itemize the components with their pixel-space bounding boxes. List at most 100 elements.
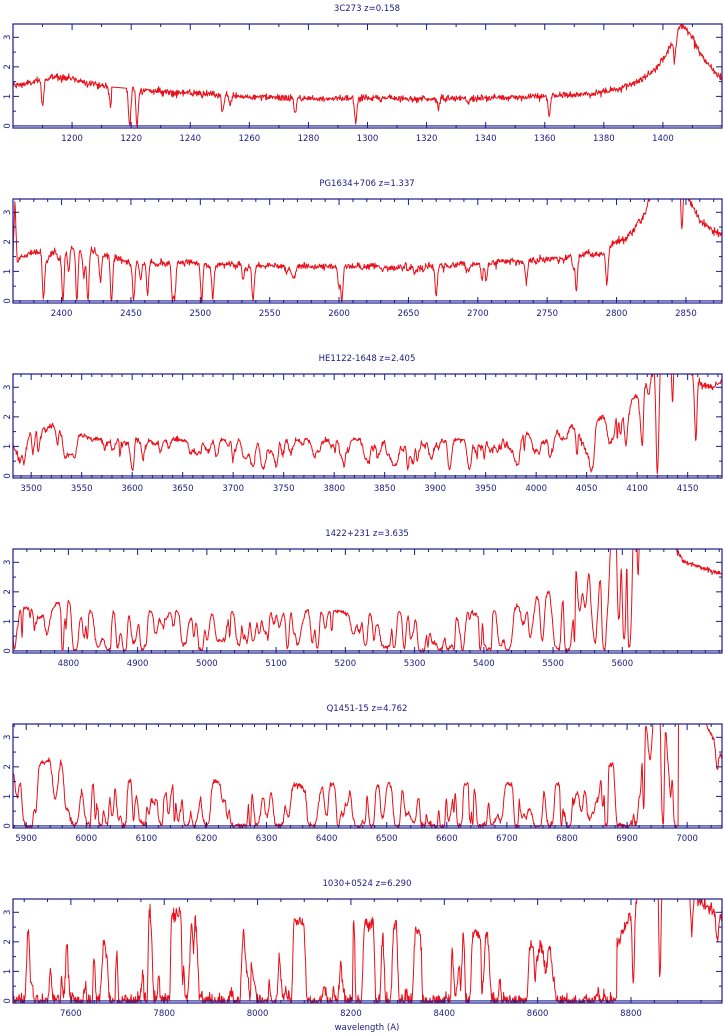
x-tick-label: 5500 [542, 659, 564, 669]
x-tick-label: 3500 [20, 484, 42, 494]
y-tick-label: 1 [3, 969, 13, 974]
x-tick-label: 1380 [593, 134, 615, 144]
x-tick-label: 2650 [398, 309, 420, 319]
x-tick-label: 6100 [136, 834, 158, 844]
spectrum-line [13, 899, 722, 1003]
spectrum-line [13, 724, 722, 828]
x-tick-label: 2600 [328, 309, 350, 319]
x-tick-label: 5100 [265, 659, 287, 669]
x-tick-label: 6900 [616, 834, 638, 844]
x-tick-label: 7800 [153, 1009, 175, 1019]
y-tick-label: 2 [3, 764, 13, 769]
x-tick-label: 1200 [61, 134, 83, 144]
x-tick-label: 6800 [556, 834, 578, 844]
x-tick-label: 1300 [357, 134, 379, 144]
spectrum-line [13, 374, 722, 475]
x-tick-label: 3800 [323, 484, 345, 494]
x-tick-label: 3950 [475, 484, 497, 494]
x-tick-label: 5400 [473, 659, 495, 669]
x-tick-label: 1240 [179, 134, 201, 144]
y-tick-label: 2 [3, 239, 13, 244]
x-tick-label: 8000 [247, 1009, 269, 1019]
x-tick-label: 3600 [121, 484, 143, 494]
y-tick-label: 2 [3, 939, 13, 944]
x-tick-label: 2850 [675, 309, 697, 319]
x-tick-label: 1400 [652, 134, 674, 144]
x-tick-label: 5600 [611, 659, 633, 669]
x-tick-label: 4000 [525, 484, 547, 494]
spectrum-panel: 1422+231 z=3.635 4800 4900 5000 5100 5200 5300… [3, 529, 723, 669]
y-tick-label: 3 [3, 560, 13, 565]
spectrum-panel: 1030+0524 z=6.290 7600 7800 8000 8200 8400 860… [3, 879, 723, 1033]
x-tick-label: 3550 [71, 484, 93, 494]
x-tick-label: 4100 [626, 484, 648, 494]
spectrum-panel: HE1122-1648 z=2.405 3500 3550 3600 3650 3700 3… [3, 354, 723, 494]
x-tick-label: 2500 [189, 309, 211, 319]
x-tick-label: 4050 [576, 484, 598, 494]
x-tick-label: 1320 [416, 134, 438, 144]
panel-title: PG1634+706 z=1.337 [319, 179, 414, 189]
x-tick-label: 4800 [58, 659, 80, 669]
x-tick-label: 1280 [298, 134, 320, 144]
y-tick-label: 3 [3, 35, 13, 40]
y-tick-label: 2 [3, 414, 13, 419]
x-tick-label: 2400 [51, 309, 73, 319]
x-tick-label: 5000 [196, 659, 218, 669]
x-tick-label: 8400 [433, 1009, 455, 1019]
panel-title: 1422+231 z=3.635 [325, 529, 409, 539]
x-tick-label: 6000 [75, 834, 97, 844]
x-tick-label: 6200 [196, 834, 218, 844]
y-tick-label: 2 [3, 589, 13, 594]
y-tick-label: 0 [3, 998, 13, 1003]
x-tick-label: 1340 [475, 134, 497, 144]
x-tick-label: 6500 [376, 834, 398, 844]
plot-frame [12, 198, 723, 304]
y-tick-label: 1 [3, 94, 13, 99]
x-tick-label: 2750 [536, 309, 558, 319]
x-tick-label: 2450 [120, 309, 142, 319]
x-tick-label: 1220 [120, 134, 142, 144]
x-tick-label: 3900 [424, 484, 446, 494]
x-tick-label: 3650 [172, 484, 194, 494]
y-tick-label: 1 [3, 269, 13, 274]
spectrum-line [13, 549, 722, 653]
x-tick-label: 8600 [527, 1009, 549, 1019]
plot-frame [12, 898, 723, 1004]
plot-frame [12, 23, 723, 129]
x-tick-label: 4150 [677, 484, 699, 494]
x-tick-label: 2550 [259, 309, 281, 319]
x-tick-label: 3700 [222, 484, 244, 494]
y-tick-label: 1 [3, 444, 13, 449]
x-tick-label: 7000 [676, 834, 698, 844]
x-tick-label: 4900 [127, 659, 149, 669]
spectrum-line [13, 24, 722, 128]
y-tick-label: 3 [3, 210, 13, 215]
x-tick-label: 7600 [60, 1009, 82, 1019]
x-axis-label: wavelength (A) [335, 1023, 400, 1033]
spectrum-panel: Q1451-15 z=4.762 5900 6000 6100 6200 6300 6400… [3, 704, 723, 844]
x-tick-label: 2700 [467, 309, 489, 319]
panel-title: Q1451-15 z=4.762 [327, 704, 408, 714]
x-tick-label: 8200 [340, 1009, 362, 1019]
x-tick-label: 5300 [404, 659, 426, 669]
spectrum-line [13, 199, 722, 303]
x-tick-label: 2800 [606, 309, 628, 319]
x-tick-label: 6300 [256, 834, 278, 844]
x-tick-label: 8800 [620, 1009, 642, 1019]
y-tick-label: 1 [3, 619, 13, 624]
panel-title: 1030+0524 z=6.290 [322, 879, 411, 889]
x-tick-label: 3850 [374, 484, 396, 494]
y-tick-label: 0 [3, 123, 13, 128]
x-tick-label: 1360 [534, 134, 556, 144]
y-tick-label: 2 [3, 64, 13, 69]
y-tick-label: 3 [3, 910, 13, 915]
x-tick-label: 5200 [335, 659, 357, 669]
y-tick-label: 0 [3, 473, 13, 478]
x-tick-label: 6600 [436, 834, 458, 844]
y-tick-label: 0 [3, 823, 13, 828]
panel-title: HE1122-1648 z=2.405 [319, 354, 416, 364]
spectrum-panel: PG1634+706 z=1.337 2400 2450 2500 2550 2600 26… [3, 179, 723, 319]
x-tick-label: 6400 [316, 834, 338, 844]
x-tick-label: 1260 [239, 134, 261, 144]
